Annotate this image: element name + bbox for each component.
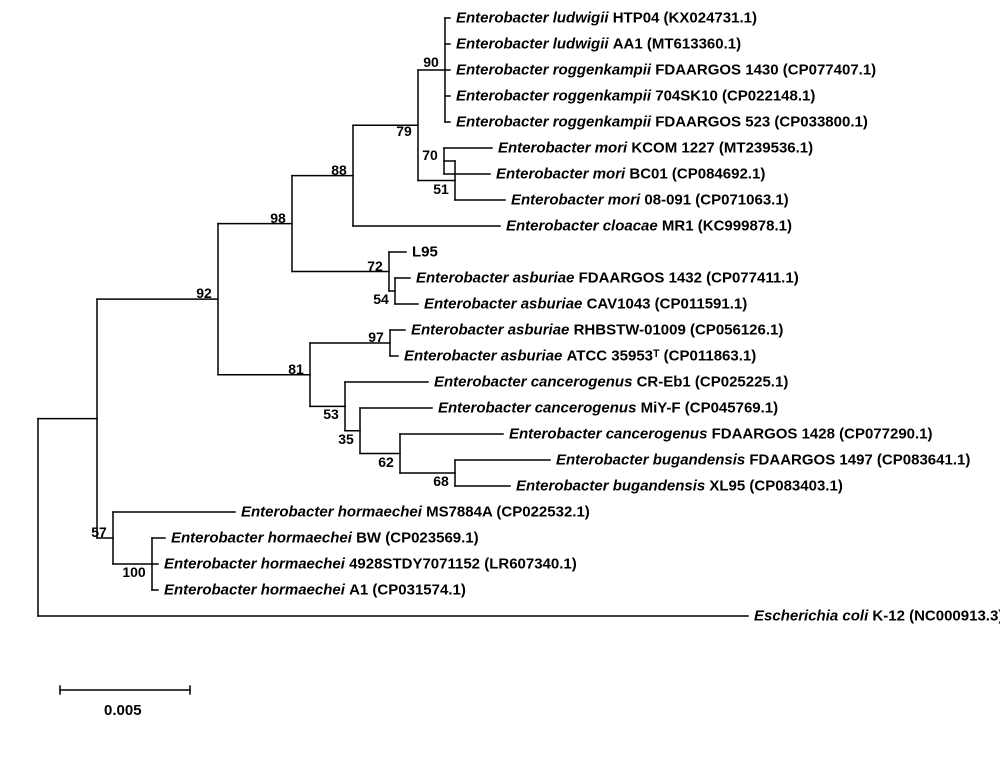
bootstrap-value: 54 bbox=[373, 291, 389, 307]
taxon-label: Enterobacter cloacae MR1 (KC999878.1) bbox=[506, 218, 792, 235]
taxon-label: Enterobacter ludwigii AA1 (MT613360.1) bbox=[456, 36, 741, 53]
taxon-label: Enterobacter bugandensis XL95 (CP083403.… bbox=[516, 478, 843, 495]
taxon-label: Enterobacter mori BC01 (CP084692.1) bbox=[496, 166, 765, 183]
taxon-label: Enterobacter asburiae FDAARGOS 1432 (CP0… bbox=[416, 270, 799, 287]
taxon-label: Enterobacter mori KCOM 1227 (MT239536.1) bbox=[498, 140, 813, 157]
taxon-label: Enterobacter ludwigii HTP04 (KX024731.1) bbox=[456, 10, 757, 27]
taxon-label: Enterobacter mori 08-091 (CP071063.1) bbox=[511, 192, 789, 209]
bootstrap-value: 100 bbox=[122, 564, 145, 580]
taxon-label: Enterobacter cancerogenus MiY-F (CP04576… bbox=[438, 400, 778, 417]
bootstrap-value: 68 bbox=[433, 473, 449, 489]
bootstrap-value: 51 bbox=[433, 181, 449, 197]
taxon-label: Enterobacter cancerogenus FDAARGOS 1428 … bbox=[509, 426, 933, 443]
taxon-label: Enterobacter roggenkampii FDAARGOS 523 (… bbox=[456, 114, 868, 131]
taxon-label: Enterobacter bugandensis FDAARGOS 1497 (… bbox=[556, 452, 970, 469]
bootstrap-value: 70 bbox=[422, 147, 438, 163]
taxon-label: Enterobacter hormaechei MS7884A (CP02253… bbox=[241, 504, 590, 521]
bootstrap-value: 97 bbox=[368, 329, 384, 345]
bootstrap-value: 57 bbox=[91, 524, 107, 540]
bootstrap-value: 92 bbox=[196, 285, 212, 301]
bootstrap-value: 90 bbox=[423, 54, 439, 70]
bootstrap-value: 81 bbox=[288, 361, 304, 377]
bootstrap-value: 79 bbox=[396, 123, 412, 139]
taxon-label: Enterobacter hormaechei A1 (CP031574.1) bbox=[164, 582, 466, 599]
taxon-label: Enterobacter asburiae ATCC 35953ᵀ (CP011… bbox=[404, 348, 756, 365]
taxon-label: Enterobacter cancerogenus CR-Eb1 (CP0252… bbox=[434, 374, 788, 391]
taxon-label: Enterobacter roggenkampii 704SK10 (CP022… bbox=[456, 88, 815, 105]
taxon-label: Enterobacter hormaechei BW (CP023569.1) bbox=[171, 530, 479, 547]
bootstrap-value: 35 bbox=[338, 431, 354, 447]
taxon-label: L95 bbox=[412, 244, 438, 261]
bootstrap-value: 88 bbox=[331, 162, 347, 178]
taxon-label: Enterobacter roggenkampii FDAARGOS 1430 … bbox=[456, 62, 876, 79]
bootstrap-value: 53 bbox=[323, 406, 339, 422]
scale-bar-label: 0.005 bbox=[104, 702, 142, 719]
bootstrap-value: 62 bbox=[378, 454, 394, 470]
taxon-label: Escherichia coli K-12 (NC000913.3) bbox=[754, 608, 1000, 625]
bootstrap-value: 98 bbox=[270, 210, 286, 226]
taxon-label: Enterobacter asburiae CAV1043 (CP011591.… bbox=[424, 296, 747, 313]
taxon-label: Enterobacter asburiae RHBSTW-01009 (CP05… bbox=[411, 322, 783, 339]
taxon-label: Enterobacter hormaechei 4928STDY7071152 … bbox=[164, 556, 577, 573]
bootstrap-value: 72 bbox=[367, 258, 383, 274]
phylogenetic-tree: Enterobacter ludwigii HTP04 (KX024731.1)… bbox=[0, 0, 1000, 783]
